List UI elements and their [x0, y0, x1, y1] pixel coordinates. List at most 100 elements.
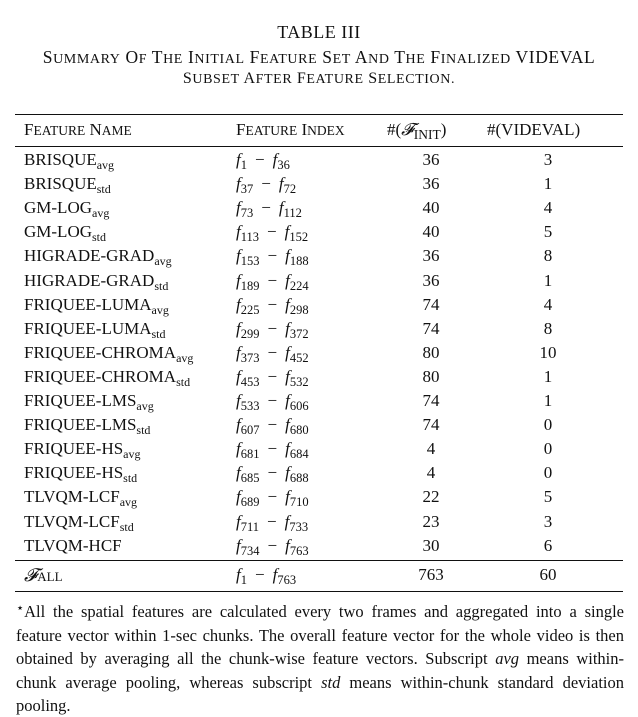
index-start: 607 — [240, 423, 260, 438]
feature-name: BRISQUEstd — [24, 174, 111, 197]
index-start: 685 — [240, 471, 260, 486]
footnote-star: ⋆ — [16, 600, 25, 615]
feature-pooling: std — [119, 519, 134, 534]
feature-index: f685− f688 — [236, 463, 309, 486]
init-count: 22 — [422, 487, 440, 507]
header-rule — [15, 146, 623, 147]
feature-pooling: avg — [92, 206, 110, 221]
summary-row: 𝓕ALL f1− f763 763 60 — [0, 565, 638, 589]
feature-name: GM-LOGstd — [24, 222, 106, 244]
index-start: 225 — [240, 302, 260, 317]
videval-count: 3 — [543, 511, 553, 531]
table-row: TLVQM-LCFstd f711− f733 23 3 — [0, 512, 638, 536]
feature-base: GM-LOG — [24, 198, 92, 218]
feature-name: FRIQUEE-HSavg — [24, 439, 141, 461]
videval-count: 4 — [543, 294, 553, 314]
header-init-sub: INIT — [413, 127, 441, 142]
feature-name: TLVQM-LCFstd — [24, 511, 134, 534]
feature-name: FRIQUEE-LMSstd — [24, 415, 151, 438]
feature-name: TLVQM-LCFavg — [24, 487, 137, 509]
table-row: FRIQUEE-HSavg f681− f684 4 0 — [0, 439, 638, 463]
feature-index: f711− f733 — [236, 511, 309, 534]
feature-name: FRIQUEE-LUMAavg — [24, 294, 169, 317]
summary-videval: 60 — [539, 565, 557, 584]
table-row: FRIQUEE-LUMAstd f299− f372 74 8 — [0, 319, 638, 343]
init-count: 36 — [422, 270, 440, 290]
feature-name: BRISQUEavg — [24, 150, 114, 172]
init-count: 80 — [422, 366, 440, 386]
summary-sub: ALL — [37, 569, 63, 584]
feature-base: FRIQUEE-LMS — [24, 391, 137, 410]
feature-pooling: std — [154, 278, 169, 293]
header-init-prefix: #( — [387, 120, 402, 139]
summary-rule — [15, 560, 623, 561]
feature-name: FRIQUEE-LMSavg — [24, 391, 154, 413]
header-feature-name: FEATURE NAME — [24, 120, 132, 139]
videval-count: 3 — [543, 150, 553, 169]
table-row: BRISQUEstd f37− f72 36 1 — [0, 174, 638, 198]
table-row: TLVQM-LCFavg f689− f710 22 5 — [0, 487, 638, 511]
table-row: HIGRADE-GRADstd f189− f224 36 1 — [0, 271, 638, 295]
feature-pooling: std — [96, 182, 111, 197]
init-count: 4 — [426, 439, 436, 459]
feature-index: f189− f224 — [236, 270, 309, 293]
table-row: FRIQUEE-LMSstd f607− f680 74 0 — [0, 415, 638, 439]
feature-pooling: avg — [136, 399, 154, 413]
feature-index: f113− f152 — [236, 222, 309, 245]
init-count: 74 — [422, 318, 440, 338]
videval-count: 0 — [543, 439, 553, 459]
index-end: 680 — [289, 423, 309, 438]
videval-count: 1 — [543, 391, 553, 410]
feature-base: FRIQUEE-LUMA — [24, 294, 152, 314]
videval-count: 10 — [539, 342, 557, 362]
init-count: 36 — [422, 174, 440, 194]
feature-index: f225− f298 — [236, 294, 309, 317]
feature-name: FRIQUEE-LUMAstd — [24, 319, 166, 341]
feature-base: HIGRADE-GRAD — [24, 270, 155, 290]
index-start: 1 — [240, 158, 247, 172]
feature-base: FRIQUEE-LMS — [24, 415, 137, 435]
index-end: 763 — [289, 543, 309, 558]
index-start: 73 — [240, 206, 254, 221]
videval-count: 1 — [543, 366, 553, 386]
table-caption-line2: SUBSET AFTER FEATURE SELECTION. — [182, 70, 456, 87]
feature-pooling: std — [136, 423, 151, 438]
feature-base: BRISQUE — [24, 174, 97, 194]
feature-pooling: avg — [176, 350, 194, 365]
table-row: GM-LOGavg f73− f112 40 4 — [0, 198, 638, 222]
feature-base: FRIQUEE-HS — [24, 463, 124, 483]
feature-pooling: std — [151, 326, 166, 341]
index-end: 452 — [289, 350, 309, 365]
summary-start: 1 — [240, 573, 247, 587]
feature-base: FRIQUEE-CHROMA — [24, 342, 177, 362]
videval-count: 0 — [543, 463, 553, 483]
feature-index: f533− f606 — [236, 391, 309, 413]
feature-base: BRISQUE — [24, 150, 97, 169]
index-end: 684 — [289, 447, 309, 462]
feature-name: FRIQUEE-HSstd — [24, 463, 137, 485]
summary-end: 763 — [277, 573, 297, 587]
summary-index: f1− f763 — [236, 565, 297, 587]
footnote-text-3: means within-chunk standard deviation po… — [16, 672, 625, 715]
feature-pooling: avg — [154, 254, 172, 269]
videval-count: 8 — [543, 246, 553, 266]
index-end: 532 — [289, 374, 309, 389]
header-feature-index: FEATURE INDEX — [236, 120, 345, 139]
index-end: 72 — [283, 182, 297, 197]
videval-count: 0 — [543, 415, 553, 435]
footnote-text-2: means within-chunk average pooling, wher… — [16, 649, 624, 692]
header-videval-count: #(VIDEVAL) — [487, 120, 581, 139]
footnote: ⋆All the spatial features are calculated… — [16, 600, 624, 717]
feature-base: TLVQM-HCF — [24, 535, 122, 555]
index-start: 299 — [240, 326, 260, 341]
feature-index: f153− f188 — [236, 246, 309, 269]
init-count: 74 — [422, 415, 440, 435]
feature-base: TLVQM-LCF — [24, 511, 120, 531]
summary-init: 763 — [418, 565, 444, 584]
videval-count: 8 — [543, 318, 553, 338]
index-start: 113 — [240, 230, 260, 245]
init-count: 80 — [422, 342, 440, 362]
feature-base: FRIQUEE-CHROMA — [24, 366, 177, 386]
index-end: 710 — [289, 495, 309, 510]
feature-name: HIGRADE-GRADavg — [24, 246, 172, 269]
